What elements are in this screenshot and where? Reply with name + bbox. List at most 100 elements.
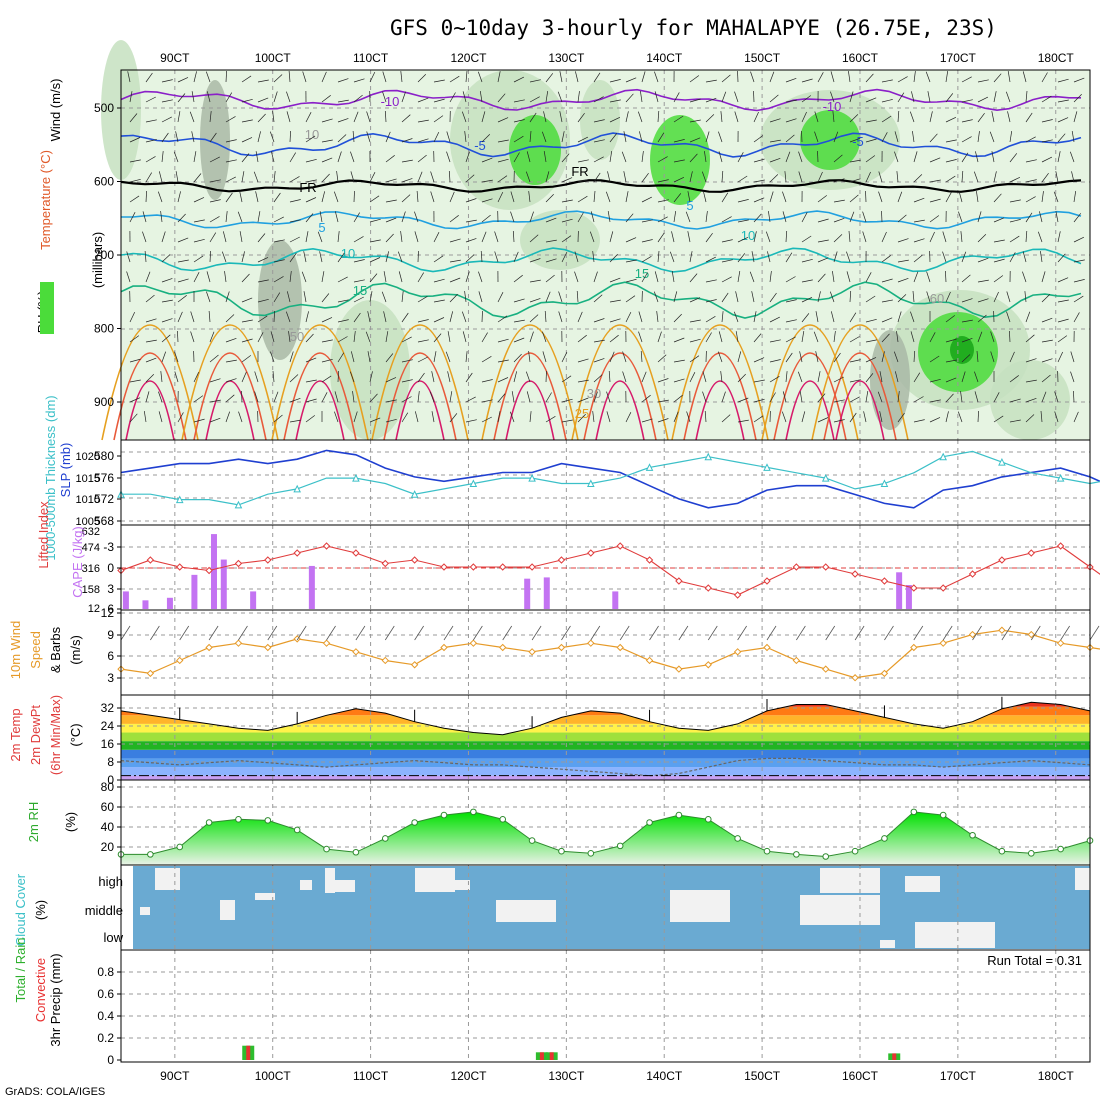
wind-barb <box>593 72 601 83</box>
wind-barb <box>897 110 900 123</box>
wind-barb <box>1041 72 1048 83</box>
wind-barb <box>481 214 491 223</box>
wind-barb <box>721 276 732 283</box>
y-tick-label: 20 <box>101 840 115 854</box>
wind-barb <box>993 171 997 183</box>
thickness-marker <box>645 463 654 471</box>
wind-barb <box>241 137 253 143</box>
wind-barb <box>561 375 572 383</box>
cloud-level-label: middle <box>85 903 123 918</box>
wind-barb <box>673 159 685 163</box>
wind-barb <box>177 259 189 263</box>
y-tick-label: 568 <box>94 514 114 528</box>
wind-barb <box>849 312 857 323</box>
panel-axis-label: (millibars) <box>90 232 105 288</box>
rh-line <box>121 811 1091 858</box>
wind-barb <box>1055 211 1059 223</box>
wind-barb <box>991 111 995 123</box>
wind-barb <box>145 374 155 383</box>
wind-barb <box>1025 397 1037 403</box>
wind-speed-marker <box>910 643 918 652</box>
wind-speed-marker <box>469 639 478 647</box>
wind-barb <box>945 338 957 343</box>
wind-barb <box>865 138 877 143</box>
rh-marker <box>675 811 683 819</box>
wind-barb <box>225 378 237 383</box>
wind-barb <box>542 331 547 343</box>
wind-barb <box>321 358 333 363</box>
wind-barb <box>849 336 860 343</box>
wind-barb <box>305 379 317 383</box>
rh-marker <box>616 842 624 850</box>
wind-barb <box>1041 95 1052 103</box>
wind-barb <box>400 71 403 83</box>
wind-barb <box>559 111 563 123</box>
wind-barb <box>830 91 835 103</box>
wind-barb <box>465 238 477 243</box>
wind-barb <box>609 99 621 103</box>
wind-barb <box>846 271 851 283</box>
warm-isotherm <box>823 352 897 441</box>
wind-barb <box>705 131 710 143</box>
wind-barb <box>1057 253 1066 263</box>
wind-barb <box>129 137 141 143</box>
wind-barb <box>1006 291 1011 303</box>
wind-barb <box>337 231 340 243</box>
wind-barb <box>960 391 963 403</box>
wind-barb <box>369 371 373 383</box>
rh-marker <box>323 845 330 853</box>
wind-barb <box>656 311 659 323</box>
wind-barb <box>625 237 637 243</box>
wind-barb <box>305 311 309 323</box>
wind-barb <box>912 290 915 303</box>
wind-barb <box>753 357 765 363</box>
wind-barb <box>961 152 969 163</box>
wind-barb <box>417 372 425 383</box>
cloud-clear-patch <box>445 880 470 890</box>
warm-isotherm <box>481 324 579 441</box>
warm-isotherm <box>695 380 745 441</box>
wind-barb <box>449 75 460 83</box>
wind-barb <box>497 292 504 303</box>
wind-barb <box>367 311 371 323</box>
wind-barb <box>929 157 941 163</box>
wind-barb <box>449 391 453 403</box>
wind-barb <box>545 370 547 383</box>
wind-barb <box>913 151 918 163</box>
cape-bar <box>166 597 173 609</box>
wind-barb <box>1057 231 1061 243</box>
wind-barb <box>913 238 925 243</box>
wind-barb <box>273 192 281 203</box>
wind-barb <box>127 71 131 83</box>
wind-barb <box>769 316 780 323</box>
wind-barb <box>704 410 707 423</box>
rh-marker <box>910 808 918 816</box>
wind-barb <box>401 379 413 383</box>
wind-speed-marker <box>234 639 243 647</box>
wind-speed-marker <box>499 643 507 652</box>
wind-barb <box>1009 419 1021 423</box>
wind-barb <box>1022 71 1027 83</box>
y-tick-label: 576 <box>94 471 114 485</box>
wind-barb <box>464 131 467 143</box>
wind-barb <box>544 310 547 323</box>
wind-barb <box>558 311 563 323</box>
cape-bar <box>122 591 129 609</box>
wind-barb <box>884 625 894 641</box>
wind-barb <box>619 625 630 641</box>
wind-barb <box>929 332 936 343</box>
wind-barb <box>481 332 488 343</box>
wind-barb <box>718 331 723 343</box>
wind-barb <box>334 391 339 403</box>
wind-barb <box>623 171 627 183</box>
wind-barb <box>825 625 836 641</box>
wind-speed-marker <box>675 665 683 673</box>
wind-barb <box>737 253 746 263</box>
wind-barb <box>1073 411 1079 423</box>
wind-barb <box>193 272 200 283</box>
wind-barb <box>529 258 541 263</box>
wind-barb <box>545 416 556 423</box>
wind-barb <box>654 271 659 283</box>
panel-axis-label: 2m Temp <box>8 708 23 761</box>
wind-barb <box>640 91 643 103</box>
